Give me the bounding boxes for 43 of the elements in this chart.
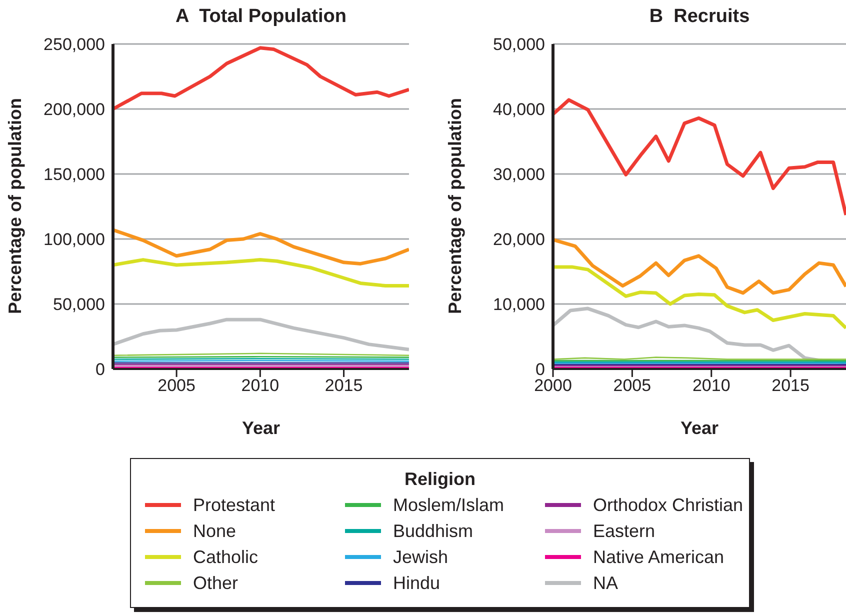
line-series	[113, 318, 409, 352]
y-tick-label: 150,000	[44, 165, 105, 184]
y-tick-label: 200,000	[44, 100, 105, 120]
x-axis-title: Year	[242, 418, 280, 438]
x-tick-label: 2010	[692, 376, 730, 396]
line-series	[113, 258, 409, 288]
legend-label: Orthodox Christian	[593, 494, 744, 516]
line-series	[553, 98, 846, 217]
x-tick-label: 2005	[158, 376, 196, 396]
legend-label: None	[193, 520, 236, 542]
legend-label: Moslem/Islam	[393, 494, 504, 516]
legend-label: Hindu	[393, 572, 440, 594]
legend-label: Protestant	[193, 494, 276, 516]
line-series	[113, 46, 409, 111]
chart-title: A Total Population	[174, 6, 348, 28]
y-tick-label: 50,000	[493, 35, 545, 54]
y-tick-label: 0	[96, 360, 105, 380]
line-series	[553, 265, 846, 330]
y-tick-label: 20,000	[493, 230, 545, 250]
chart-title: B Recruits	[648, 6, 751, 28]
y-tick-label: 250,000	[44, 35, 105, 54]
y-axis-title: Percentage of population	[5, 98, 25, 314]
legend-label: Buddhism	[393, 520, 474, 542]
legend-title: Religion	[404, 469, 476, 490]
y-axis-title: Percentage of population	[445, 98, 465, 314]
y-tick-label: 10,000	[493, 295, 545, 314]
y-tick-label: 40,000	[493, 100, 545, 120]
legend-label: Native American	[593, 546, 724, 568]
x-tick-label: 2010	[241, 376, 280, 396]
legend-label: Catholic	[193, 546, 258, 568]
y-tick-label: 30,000	[493, 165, 545, 184]
y-tick-label: 100,000	[44, 230, 105, 250]
x-axis-title: Year	[680, 418, 719, 438]
legend-label: NA	[593, 572, 618, 594]
y-tick-label: 50,000	[53, 295, 105, 314]
x-tick-label: 2015	[772, 376, 810, 396]
legend-label: Jewish	[393, 546, 448, 568]
x-tick-label: 2005	[613, 376, 652, 396]
line-series	[553, 238, 846, 295]
legend-label: Other	[193, 572, 238, 594]
legend-label: Eastern	[593, 520, 656, 542]
x-tick-label: 2015	[324, 376, 363, 396]
line-series	[113, 228, 409, 266]
